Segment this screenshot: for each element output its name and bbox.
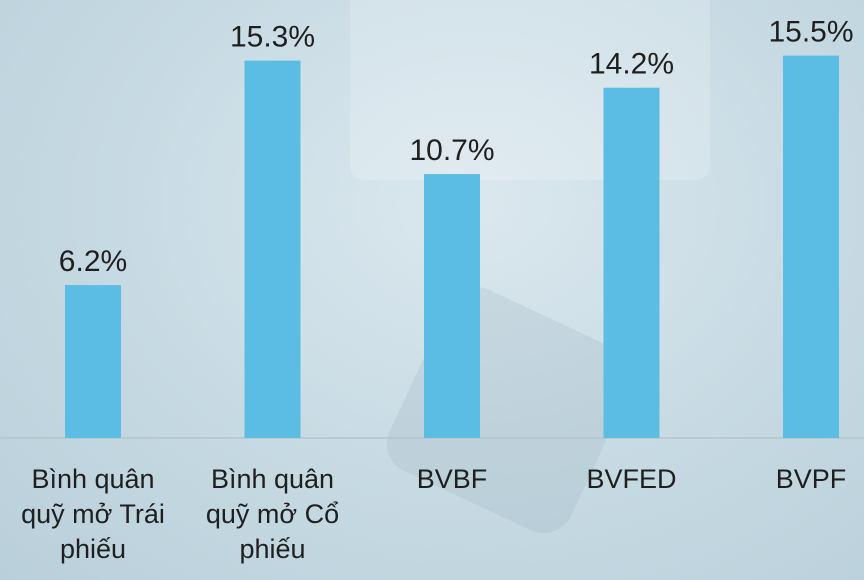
x-tick-label: Bình quân quỹ mở Trái phiếu — [21, 464, 165, 564]
value-label: 15.5% — [768, 16, 853, 49]
x-tick-label: BVBF — [416, 464, 488, 494]
bar — [65, 285, 121, 438]
value-label: 15.3% — [230, 21, 315, 54]
value-label: 6.2% — [59, 245, 127, 278]
value-label: 10.7% — [409, 134, 494, 167]
x-tick-label: BVFED — [586, 464, 677, 494]
bar — [424, 174, 480, 439]
bar — [244, 60, 301, 438]
bar — [783, 55, 839, 439]
x-tick-label: Bình quân quỹ mở Cổ phiếu — [205, 464, 340, 564]
bar — [603, 87, 660, 438]
value-label: 14.2% — [589, 48, 674, 81]
x-tick-label: BVPF — [775, 464, 847, 494]
